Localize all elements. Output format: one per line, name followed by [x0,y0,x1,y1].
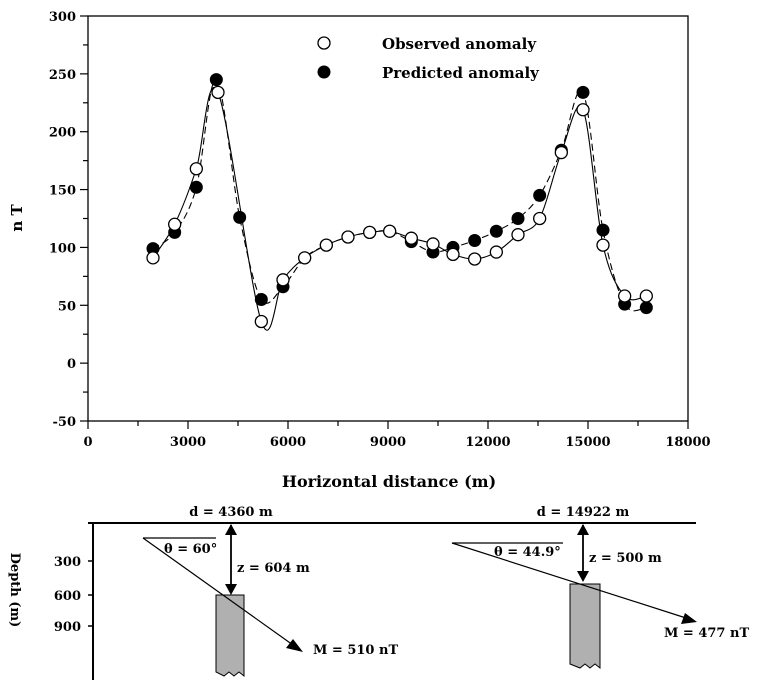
predicted-point [533,188,547,202]
y-tick-label: 100 [49,241,76,256]
z-label: z = 604 m [237,561,310,576]
predicted-curve [152,79,647,312]
x-tick-label: 9000 [370,435,406,450]
magnetization-arrow-head [286,639,303,652]
magnetization-vector [451,542,687,619]
depth-diagram: Depth (m) 300 600 900 d = 4360 m θ = 60°… [7,505,749,680]
y-tick-label: 50 [58,299,76,314]
observed-point [596,238,610,252]
z-label: z = 500 m [589,551,662,566]
depth-arrow-head-down [577,571,589,582]
observed-point [489,245,503,259]
depth-arrow-head-down [225,584,237,595]
predicted-point [254,293,268,306]
predicted-point [146,242,160,256]
observed-point [618,289,632,303]
observed-curve [152,87,647,331]
magnetization-vector [142,537,294,646]
theta-label: θ = 60° [164,542,217,557]
observed-point [533,211,547,226]
distance-label: d = 14922 m [537,505,630,520]
observed-point [363,225,377,240]
y-axis-label: n T [8,204,26,232]
observed-point [576,103,590,117]
observed-point [341,230,355,244]
m-label: M = 477 nT [664,626,749,641]
observed-point [298,251,312,265]
x-tick-label: 12000 [465,435,510,450]
depth-tick-label: 600 [54,589,81,604]
x-axis: 0 3000 6000 9000 12000 15000 18000 [83,421,711,450]
legend-marker-predicted [317,65,331,79]
observed-point [146,251,160,265]
depth-tick-300: 300 [54,555,93,570]
m-label: M = 510 nT [313,643,398,658]
x-tick-label: 18000 [665,435,710,450]
y-tick-label: 0 [67,357,76,372]
depth-arrow-head-up [577,524,589,535]
predicted-point [189,180,203,194]
observed-point [404,231,418,245]
theta-label: θ = 44.9° [494,545,561,560]
depth-arrow-head-up [225,524,237,535]
observed-point [254,314,268,329]
predicted-point [233,210,247,224]
y-tick-label: 200 [49,126,76,141]
legend-label-observed: Observed anomaly [382,35,537,53]
observed-point [276,273,290,287]
y-axis: -50 0 50 100 150 200 250 300 [49,10,88,430]
predicted-point [468,233,482,247]
depth-axis-label: Depth (m) [7,553,22,628]
observed-point [319,238,333,252]
x-tick-label: 15000 [565,435,610,450]
depth-tick-label: 900 [54,620,81,635]
observed-point [168,217,182,231]
magnetization-arrow-head [681,613,697,624]
x-axis-label: Horizontal distance (m) [282,472,496,491]
series-points [146,73,653,329]
distance-label: d = 4360 m [189,505,273,520]
observed-point [189,162,203,176]
source-body-prism [569,583,601,670]
x-tick-label: 6000 [270,435,306,450]
observed-point [211,85,225,100]
observed-point [446,247,460,262]
depth-tick-600: 600 [54,589,93,604]
legend-label-predicted: Predicted anomaly [382,64,540,82]
y-tick-label: 150 [49,184,76,199]
source-body-2: d = 14922 m θ = 44.9° z = 500 m M = 477 … [451,505,749,670]
predicted-point [209,73,223,87]
source-body-1: d = 4360 m θ = 60° z = 604 m M = 510 nT [142,505,398,678]
observed-point [511,228,525,242]
observed-point [554,145,568,160]
predicted-point [576,85,590,99]
predicted-point [489,224,503,238]
legend-marker-observed [317,36,331,50]
y-tick-label: 250 [49,68,76,83]
series-lines [152,79,647,331]
anomaly-chart: 0 3000 6000 9000 12000 15000 18000 -50 0 50 100 15… [8,10,711,491]
observed-point [468,252,482,266]
predicted-point [511,212,525,225]
x-tick-label: 3000 [170,435,206,450]
y-tick-label: 300 [49,10,76,25]
depth-tick-900: 900 [54,620,93,635]
observed-point [639,289,653,303]
predicted-point [596,223,610,237]
x-tick-label: 0 [83,435,92,450]
y-tick-label: -50 [53,415,77,430]
observed-point [383,224,397,238]
predicted-point [639,301,653,315]
observed-point [426,237,440,251]
depth-tick-label: 300 [54,555,81,570]
source-body-prism [215,594,245,678]
legend: Observed anomaly Predicted anomaly [317,35,540,82]
